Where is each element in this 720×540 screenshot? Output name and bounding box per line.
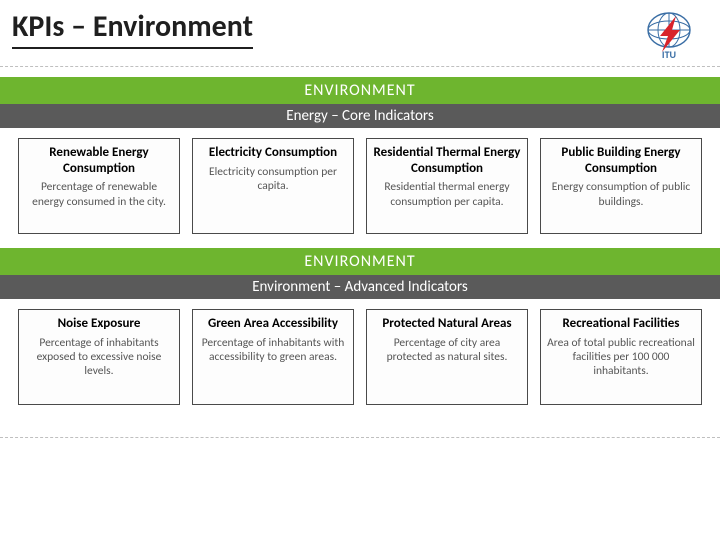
kpi-card-desc: Percentage of inhabitants with accessibi… bbox=[199, 336, 347, 365]
kpi-card: Noise Exposure Percentage of inhabitants… bbox=[18, 309, 180, 405]
kpi-card-desc: Area of total public recreational facili… bbox=[547, 336, 695, 379]
kpi-card-title: Residential Thermal Energy Consumption bbox=[373, 145, 521, 176]
itu-logo: ITU bbox=[638, 8, 700, 60]
logo-text: ITU bbox=[662, 48, 676, 60]
section-band-1: ENVIRONMENT bbox=[0, 248, 720, 275]
bottom-divider bbox=[0, 437, 720, 438]
header: KPIs – Environment ITU bbox=[0, 0, 720, 64]
kpi-card-title: Public Building Energy Consumption bbox=[547, 145, 695, 176]
subsection-band-1: Environment – Advanced Indicators bbox=[0, 275, 720, 299]
kpi-card-desc: Percentage of inhabitants exposed to exc… bbox=[25, 336, 173, 379]
cards-row-1: Noise Exposure Percentage of inhabitants… bbox=[0, 299, 720, 419]
kpi-card: Recreational Facilities Area of total pu… bbox=[540, 309, 702, 405]
kpi-card-title: Electricity Consumption bbox=[199, 145, 347, 161]
kpi-card: Renewable Energy Consumption Percentage … bbox=[18, 138, 180, 234]
kpi-card-title: Recreational Facilities bbox=[547, 316, 695, 332]
kpi-card: Green Area Accessibility Percentage of i… bbox=[192, 309, 354, 405]
kpi-card-title: Noise Exposure bbox=[25, 316, 173, 332]
cards-row-0: Renewable Energy Consumption Percentage … bbox=[0, 128, 720, 248]
kpi-card-desc: Percentage of renewable energy consumed … bbox=[25, 180, 173, 209]
kpi-card: Protected Natural Areas Percentage of ci… bbox=[366, 309, 528, 405]
top-divider bbox=[0, 66, 720, 67]
kpi-card-desc: Residential thermal energy consumption p… bbox=[373, 180, 521, 209]
section-band-0: ENVIRONMENT bbox=[0, 77, 720, 104]
subsection-band-0: Energy – Core Indicators bbox=[0, 104, 720, 128]
kpi-card-desc: Electricity consumption per capita. bbox=[199, 165, 347, 194]
kpi-card: Residential Thermal Energy Consumption R… bbox=[366, 138, 528, 234]
kpi-card: Public Building Energy Consumption Energ… bbox=[540, 138, 702, 234]
spacer bbox=[0, 69, 720, 77]
kpi-card-title: Green Area Accessibility bbox=[199, 316, 347, 332]
page-title: KPIs – Environment bbox=[12, 8, 253, 49]
kpi-card-desc: Percentage of city area protected as nat… bbox=[373, 336, 521, 365]
kpi-card-title: Protected Natural Areas bbox=[373, 316, 521, 332]
kpi-card-desc: Energy consumption of public buildings. bbox=[547, 180, 695, 209]
kpi-card: Electricity Consumption Electricity cons… bbox=[192, 138, 354, 234]
kpi-card-title: Renewable Energy Consumption bbox=[25, 145, 173, 176]
